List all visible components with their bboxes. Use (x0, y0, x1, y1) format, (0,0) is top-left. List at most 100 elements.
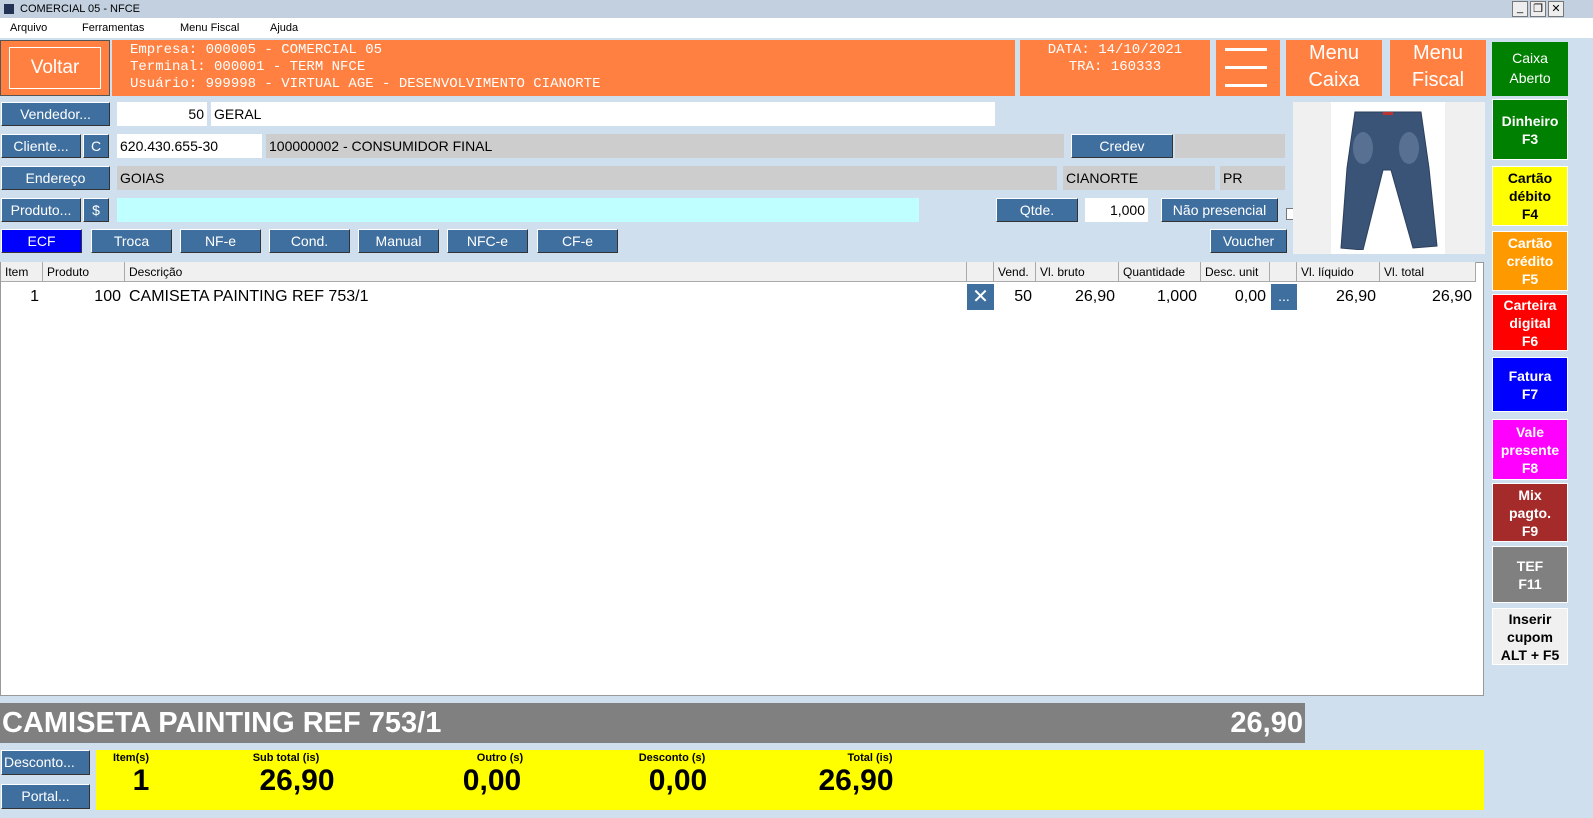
menu-fiscal[interactable]: Menu Fiscal (180, 22, 240, 34)
items-label: Item(s) (112, 752, 150, 764)
cpf-field[interactable]: 620.430.655-30 (117, 134, 262, 158)
payment-label: F9 (1521, 522, 1539, 539)
payment-fatura-button[interactable]: Fatura F7 (1492, 357, 1568, 412)
product-image (1293, 102, 1485, 254)
restore-button[interactable]: ❐ (1530, 1, 1546, 17)
total-value: 26,90 (818, 764, 894, 797)
menu-ferramentas[interactable]: Ferramentas (82, 22, 145, 34)
desconto-value: 0,00 (648, 764, 708, 797)
vendedor-name-field[interactable]: GERAL (211, 102, 995, 126)
minimize-button[interactable]: _ (1512, 1, 1528, 17)
payment-mix-pagto-button[interactable]: Mix pagto. F9 (1492, 483, 1568, 542)
payment-label: F5 (1521, 271, 1539, 287)
payment-label: presente (1500, 441, 1560, 458)
payment-label: Carteira (1503, 296, 1557, 313)
col-quantidade: Quantidade (1119, 262, 1201, 282)
payment-label: F7 (1521, 385, 1539, 402)
col-vl-total: Vl. total (1380, 262, 1476, 282)
payment-tef-button[interactable]: TEF F11 (1492, 546, 1568, 603)
cidade-field: CIANORTE (1063, 166, 1215, 190)
produto-button[interactable]: Produto... (1, 198, 81, 222)
credev-button[interactable]: Credev (1071, 134, 1173, 158)
menu-arquivo[interactable]: Arquivo (10, 22, 48, 34)
payment-label: cupom (1507, 628, 1553, 645)
terminal: Terminal: 000001 - TERM NFCE (130, 59, 366, 75)
label: Menu (1308, 42, 1360, 64)
payment-label: débito (1509, 188, 1551, 204)
cell-item: 1 (30, 288, 39, 305)
close-button[interactable]: ✕ (1548, 1, 1564, 17)
col-vend: Vend. (994, 262, 1036, 282)
desconto-label: Desconto (s) (638, 752, 706, 764)
outro-label: Outro (s) (476, 752, 524, 764)
current-item-bar: CAMISETA PAINTING REF 753/1 26,90 (0, 703, 1305, 743)
cliente-name-field: 100000002 - CONSUMIDOR FINAL (266, 134, 1064, 158)
payment-label: Cartão (1507, 235, 1553, 251)
cliente-button[interactable]: Cliente... (1, 134, 81, 158)
payment-dinheiro-button[interactable]: Dinheiro F3 (1492, 99, 1568, 160)
nao-presencial-button[interactable]: Não presencial (1161, 198, 1278, 222)
label: Fiscal (1411, 69, 1465, 91)
caixa-status: Caixa Aberto (1492, 42, 1568, 96)
payment-label: Mix (1518, 486, 1542, 503)
item-more-button[interactable]: ... (1271, 284, 1297, 310)
mode-manual[interactable]: Manual (358, 229, 439, 253)
payment-cartao-credito-button[interactable]: Cartão crédito F5 (1492, 231, 1568, 291)
mode-cond[interactable]: Cond. (269, 229, 350, 253)
payment-label: F11 (1518, 575, 1542, 592)
desconto-button[interactable]: Desconto... (1, 750, 90, 775)
window-title: COMERCIAL 05 - NFCE (20, 3, 141, 15)
price-button[interactable]: $ (83, 198, 109, 222)
info-panel: Empresa: 000005 - COMERCIAL 05 Terminal:… (112, 40, 1015, 96)
voucher-button[interactable]: Voucher (1210, 229, 1287, 253)
menu-fiscal-button[interactable]: Menu Fiscal (1390, 40, 1486, 96)
mode-nfe[interactable]: NF-e (180, 229, 261, 253)
menu-ajuda[interactable]: Ajuda (270, 22, 299, 34)
portal-button[interactable]: Portal... (1, 784, 90, 809)
cell-vl-liquido: 26,90 (1335, 288, 1376, 305)
payment-label: Inserir (1508, 610, 1552, 627)
vendedor-code-field[interactable]: 50 (117, 102, 207, 126)
mode-ecf[interactable]: ECF (1, 229, 82, 253)
current-description: CAMISETA PAINTING REF 753/1 (2, 707, 442, 739)
payment-label: ALT + F5 (1500, 646, 1560, 663)
label: Menu (1412, 42, 1464, 64)
mode-nfce[interactable]: NFC-e (447, 229, 528, 253)
col-remove (967, 262, 994, 282)
payment-cartao-debito-button[interactable]: Cartão débito F4 (1492, 166, 1568, 226)
col-descricao: Descrição (125, 262, 967, 282)
empresa: Empresa: 000005 - COMERCIAL 05 (130, 42, 383, 58)
current-value: 26,90 (1230, 707, 1303, 739)
payment-inserir-cupom-button[interactable]: Inserir cupom ALT + F5 (1492, 608, 1568, 665)
outro-value: 0,00 (462, 764, 522, 797)
cell-vend: 50 (1014, 288, 1032, 305)
payment-vale-presente-button[interactable]: Vale presente F8 (1492, 419, 1568, 480)
endereco-field: GOIAS (117, 166, 1057, 190)
back-button[interactable]: Voltar (0, 40, 110, 96)
uf-field: PR (1220, 166, 1285, 190)
label: Aberto (1509, 70, 1551, 86)
mode-cfe[interactable]: CF-e (537, 229, 618, 253)
col-desc-unit: Desc. unit (1201, 262, 1270, 282)
vendedor-button[interactable]: Vendedor... (1, 102, 110, 126)
total-label: Total (is) (847, 752, 893, 764)
label: Caixa (1512, 50, 1548, 66)
payment-carteira-digital-button[interactable]: Carteira digital F6 (1492, 294, 1568, 351)
qtde-button[interactable]: Qtde. (996, 198, 1078, 222)
title-bar: COMERCIAL 05 - NFCE _ ❐ ✕ (0, 0, 1593, 18)
cliente-c-button[interactable]: C (83, 134, 109, 158)
payment-label: F8 (1521, 459, 1539, 476)
hamburger-menu-button[interactable] (1216, 40, 1280, 96)
mode-troca[interactable]: Troca (91, 229, 172, 253)
items-value: 1 (132, 764, 150, 797)
cell-vl-total: 26,90 (1431, 288, 1472, 305)
menu-caixa-button[interactable]: Menu Caixa (1286, 40, 1382, 96)
payment-label: Fatura (1508, 367, 1552, 384)
col-produto: Produto (43, 262, 125, 282)
endereco-button[interactable]: Endereço (1, 166, 110, 190)
qtde-field[interactable]: 1,000 (1085, 198, 1148, 222)
payment-label: F4 (1521, 206, 1539, 222)
credev-field (1175, 134, 1285, 158)
remove-item-button[interactable]: ✕ (967, 284, 994, 310)
produto-input[interactable] (117, 198, 919, 222)
